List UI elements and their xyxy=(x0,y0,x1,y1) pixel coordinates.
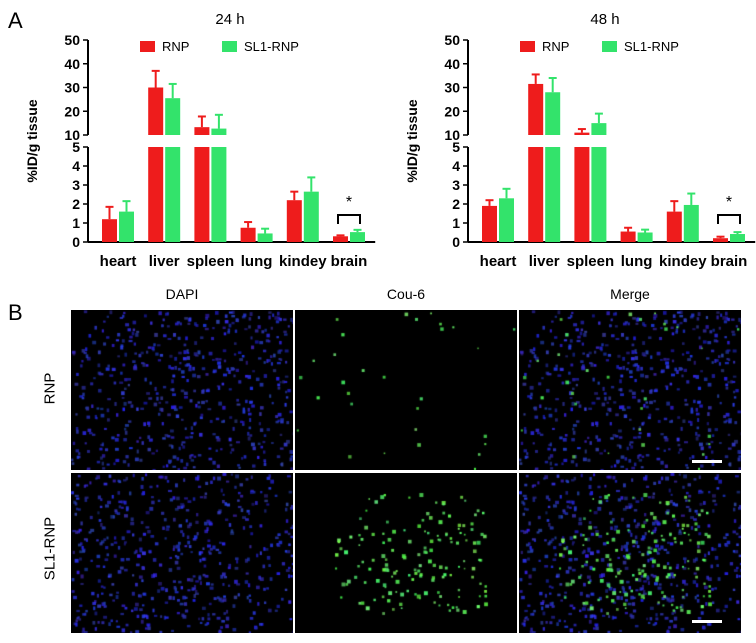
y-tick-label: 4 xyxy=(72,158,80,174)
bar xyxy=(591,123,607,135)
y-axis-label: %ID/g tissue xyxy=(24,99,40,182)
bar xyxy=(620,231,636,242)
y-tick-label: 5 xyxy=(72,139,80,155)
legend-swatch xyxy=(602,41,617,52)
y-tick-label: 1 xyxy=(452,215,460,231)
bar xyxy=(240,227,256,242)
bar xyxy=(730,234,745,242)
bar xyxy=(545,92,561,135)
x-tick-label: kindey xyxy=(279,253,327,270)
x-tick-label: lung xyxy=(621,253,653,270)
y-tick-label: 20 xyxy=(64,103,80,119)
y-tick-label: 4 xyxy=(452,158,460,174)
y-tick-label: 2 xyxy=(452,196,460,212)
x-tick-label: spleen xyxy=(187,253,235,270)
x-tick-label: spleen xyxy=(567,253,615,270)
bar xyxy=(165,147,181,242)
y-tick-label: 30 xyxy=(444,80,460,96)
y-tick-label: 50 xyxy=(444,32,460,48)
x-tick-label: liver xyxy=(149,253,180,270)
legend-label: RNP xyxy=(542,39,569,54)
y-axis-label: %ID/g tissue xyxy=(404,99,420,182)
bar xyxy=(211,128,227,135)
bar xyxy=(713,238,728,242)
x-tick-label: brain xyxy=(331,253,368,270)
bar xyxy=(683,204,699,242)
y-tick-label: 3 xyxy=(72,177,80,193)
legend-label: SL1-RNP xyxy=(624,39,679,54)
y-tick-label: 5 xyxy=(452,139,460,155)
panel-label-a: A xyxy=(8,8,23,33)
x-tick-label: heart xyxy=(480,253,517,270)
column-header-dapi: DAPI xyxy=(165,286,199,302)
y-tick-label: 30 xyxy=(64,80,80,96)
significance-bracket xyxy=(337,214,361,224)
bar xyxy=(194,147,210,242)
y-tick-label: 2 xyxy=(72,196,80,212)
bar xyxy=(148,147,164,242)
bar xyxy=(165,98,181,135)
scale-bar-top xyxy=(692,460,722,463)
bar xyxy=(545,147,561,242)
bar xyxy=(257,233,273,242)
bar xyxy=(528,83,544,135)
column-header-cou6: Cou-6 xyxy=(386,286,426,302)
panel-label-b: B xyxy=(8,300,23,325)
x-tick-label: heart xyxy=(100,253,137,270)
bar xyxy=(591,147,607,242)
y-tick-label: 0 xyxy=(72,234,80,250)
bar xyxy=(119,211,134,242)
legend-label: SL1-RNP xyxy=(244,39,299,54)
bar xyxy=(102,219,117,242)
legend-swatch xyxy=(140,41,155,52)
bar xyxy=(574,132,590,135)
y-tick-label: 1 xyxy=(72,215,80,231)
bar xyxy=(211,147,227,242)
bar xyxy=(574,147,590,242)
row-label-rnp: RNP xyxy=(41,372,59,405)
column-header-merge: Merge xyxy=(610,286,650,302)
image-rnp-merge xyxy=(519,310,741,470)
bar xyxy=(499,198,514,242)
y-tick-label: 50 xyxy=(64,32,80,48)
bar xyxy=(350,232,365,242)
image-rnp-cou6 xyxy=(295,310,517,470)
significance-marker: * xyxy=(346,194,352,211)
legend-swatch xyxy=(520,41,535,52)
bar xyxy=(482,205,497,242)
chart-title: 48 h xyxy=(590,11,619,28)
y-tick-label: 10 xyxy=(444,127,460,143)
legend-swatch xyxy=(222,41,237,52)
bar xyxy=(303,191,319,242)
x-tick-label: brain xyxy=(711,253,748,270)
y-tick-label: 40 xyxy=(444,56,460,72)
bar xyxy=(637,232,653,242)
legend-label: RNP xyxy=(162,39,189,54)
x-tick-label: liver xyxy=(529,253,560,270)
y-tick-label: 20 xyxy=(444,103,460,119)
x-tick-label: lung xyxy=(241,253,273,270)
bar xyxy=(666,211,682,242)
image-rnp-dapi xyxy=(71,310,293,470)
scale-bar-bottom xyxy=(692,620,722,623)
significance-marker: * xyxy=(726,194,732,211)
bar xyxy=(148,87,164,135)
y-tick-label: 10 xyxy=(64,127,80,143)
image-sl1-rnp-merge xyxy=(519,473,741,633)
row-label-sl1-rnp: SL1-RNP xyxy=(41,516,59,581)
image-sl1-rnp-dapi xyxy=(71,473,293,633)
bar xyxy=(528,147,544,242)
x-tick-label: kindey xyxy=(659,253,707,270)
image-sl1-rnp-cou6 xyxy=(295,473,517,633)
significance-bracket xyxy=(717,214,741,224)
bar xyxy=(286,200,302,242)
y-tick-label: 0 xyxy=(452,234,460,250)
bar xyxy=(333,236,348,242)
chart-title: 24 h xyxy=(215,11,244,28)
y-tick-label: 40 xyxy=(64,56,80,72)
bar xyxy=(194,127,210,135)
y-tick-label: 3 xyxy=(452,177,460,193)
